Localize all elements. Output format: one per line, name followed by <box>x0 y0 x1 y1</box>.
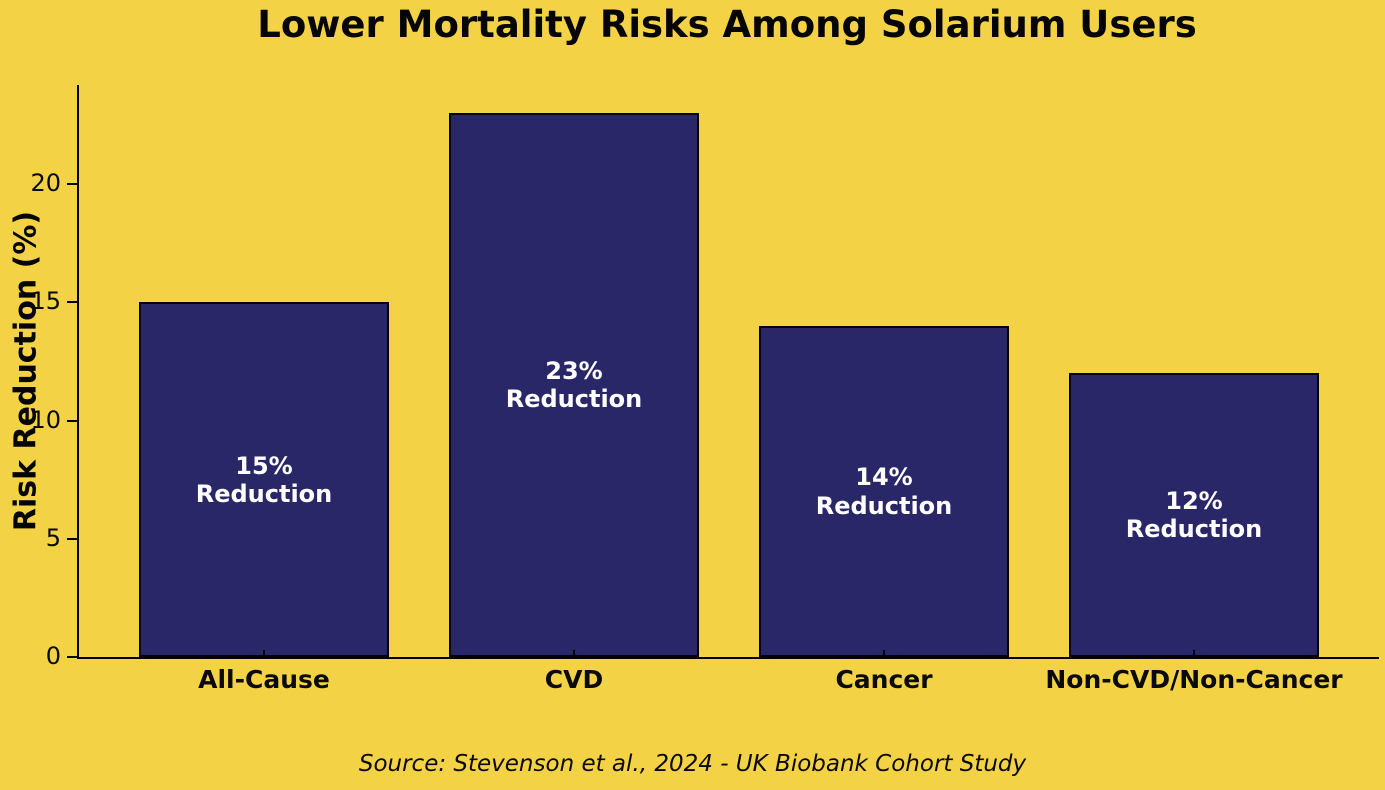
y-tick <box>67 537 79 540</box>
bar-value-label: 15% Reduction <box>195 451 333 508</box>
x-axis-category-label: All-Cause <box>198 665 330 694</box>
y-tick-label: 5 <box>45 523 61 552</box>
y-tick-label: 15 <box>30 287 61 316</box>
y-tick-label: 20 <box>30 169 61 198</box>
x-axis-category-label: CVD <box>544 665 604 694</box>
y-axis-label: Risk Reduction (%) <box>8 210 44 532</box>
bar-cvd: 23% Reduction <box>449 113 699 657</box>
x-tick <box>883 650 885 657</box>
bar-non-cvd-non-cancer: 12% Reduction <box>1069 373 1319 657</box>
y-tick <box>67 419 79 422</box>
chart-title: Lower Mortality Risks Among Solarium Use… <box>257 3 1197 46</box>
bar-value-label: 14% Reduction <box>815 463 953 520</box>
bar-cancer: 14% Reduction <box>759 326 1009 657</box>
x-tick <box>1193 650 1195 657</box>
y-tick <box>67 301 79 304</box>
y-tick <box>67 183 79 186</box>
bar-all-cause: 15% Reduction <box>139 302 389 657</box>
y-tick-label: 10 <box>30 405 61 434</box>
x-axis-category-label: Non-CVD/Non-Cancer <box>1045 665 1343 694</box>
x-tick <box>263 650 265 657</box>
source-caption: Source: Stevenson et al., 2024 - UK Biob… <box>358 751 1027 777</box>
bar-value-label: 23% Reduction <box>505 357 643 414</box>
bar-value-label: 12% Reduction <box>1125 487 1263 544</box>
y-tick <box>67 656 79 658</box>
x-tick <box>573 650 575 657</box>
y-tick-label: 0 <box>45 642 61 670</box>
x-axis-category-label: Cancer <box>835 665 933 694</box>
plot-area: 15% Reduction All-Cause 23% Reduction CVD 14… <box>30 85 1379 694</box>
